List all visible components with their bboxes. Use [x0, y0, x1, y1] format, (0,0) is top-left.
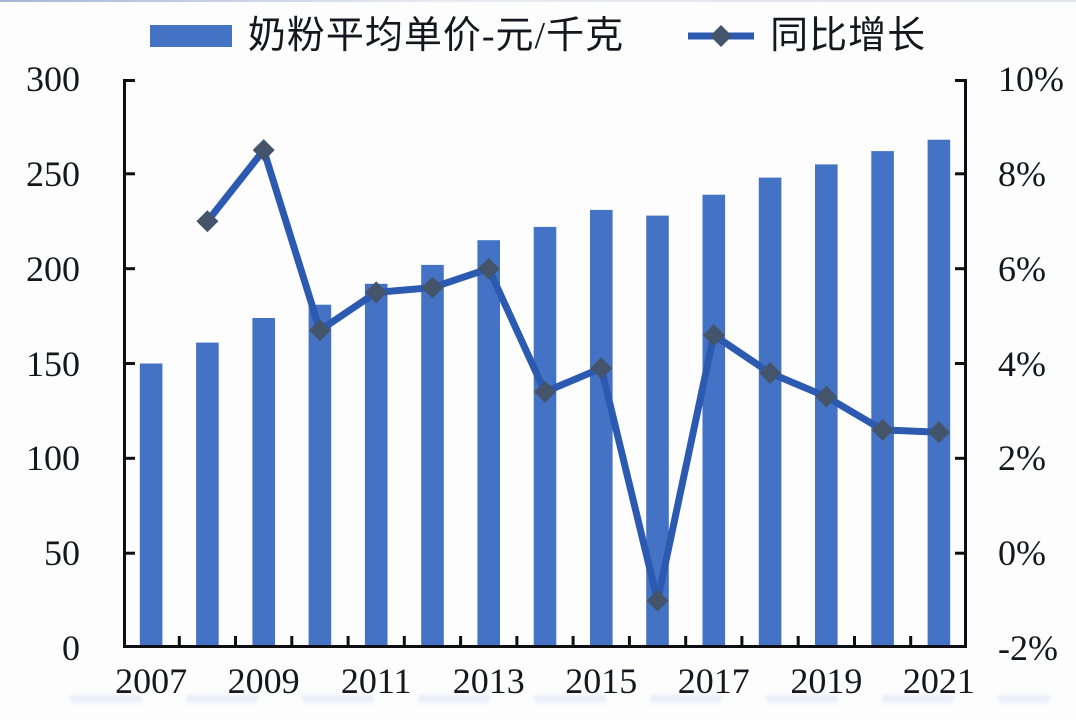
- bottom-watermark-smudge: [70, 695, 1050, 702]
- y-left-tick-label: 200: [26, 248, 80, 289]
- line-series-label: 同比增长: [770, 15, 927, 57]
- growth-marker-2009: [252, 139, 275, 162]
- y-right-tick-label: 6%: [998, 248, 1046, 289]
- bar-2011: [364, 283, 388, 648]
- x-tick-label: 2019: [790, 661, 863, 701]
- x-tick-label: 2021: [902, 661, 975, 701]
- y-left-tick-label: 0: [62, 628, 80, 668]
- bar-2007: [139, 363, 163, 648]
- bar-2009: [252, 318, 275, 648]
- bar-2010: [308, 304, 332, 648]
- x-tick-label: 2017: [677, 661, 750, 701]
- top-edge-line: [0, 0, 1076, 2]
- growth-marker-2012: [421, 276, 444, 299]
- bar-2012: [421, 264, 444, 648]
- y-right-tick-label: 2%: [998, 438, 1046, 479]
- growth-marker-2015: [590, 357, 613, 380]
- bar-2020: [871, 151, 894, 648]
- legend-item-bar-series: 奶粉平均单价-元/千克: [149, 12, 625, 60]
- x-tick-label: 2011: [340, 661, 412, 701]
- line-series-swatch-icon: [688, 25, 755, 47]
- growth-marker-2013: [477, 257, 500, 280]
- x-tick-label: 2007: [115, 661, 188, 701]
- y-right-tick-label: -2%: [998, 628, 1058, 668]
- plot-area: [123, 79, 967, 648]
- y-right-tick-label: 4%: [998, 343, 1046, 384]
- plot-svg: [123, 79, 967, 648]
- bar-2013: [477, 240, 500, 648]
- y-left-tick-label: 150: [26, 343, 80, 384]
- bar-2017: [702, 194, 726, 648]
- growth-marker-2014: [534, 380, 556, 403]
- bar-series-swatch-icon: [149, 25, 232, 47]
- bar-series-label: 奶粉平均单价-元/千克: [247, 15, 625, 57]
- y-right-tick-label: 0%: [998, 533, 1046, 574]
- bar-2018: [758, 177, 782, 648]
- bar-2016: [646, 215, 669, 648]
- growth-marker-2020: [871, 418, 894, 441]
- y-left-tick-label: 250: [26, 153, 80, 194]
- x-tick-label: 2013: [452, 661, 525, 701]
- x-tick-label: 2009: [227, 661, 300, 701]
- growth-marker-2011: [365, 281, 388, 304]
- growth-marker-2017: [702, 324, 725, 347]
- x-tick-label: 2015: [565, 661, 638, 701]
- legend-item-line-series: 同比增长: [688, 12, 926, 60]
- y-left-tick-label: 300: [26, 59, 80, 99]
- growth-line: [204, 142, 940, 602]
- growth-marker-2008: [196, 210, 219, 233]
- growth-marker-2019: [815, 385, 838, 408]
- bar-2015: [590, 209, 613, 648]
- y-right-tick-label: 10%: [998, 59, 1064, 99]
- growth-marker-2018: [759, 362, 782, 384]
- chart-legend: 奶粉平均单价-元/千克 同比增长: [0, 10, 1076, 62]
- bar-2021: [927, 139, 951, 648]
- bar-2008: [196, 342, 219, 648]
- bar-2014: [533, 226, 557, 648]
- growth-marker-2010: [308, 319, 331, 342]
- y-right-tick-label: 8%: [998, 153, 1046, 194]
- y-left-tick-label: 50: [44, 533, 80, 574]
- growth-marker-2021: [927, 421, 950, 444]
- y-left-tick-label: 100: [26, 438, 80, 479]
- growth-marker-2016: [646, 589, 669, 612]
